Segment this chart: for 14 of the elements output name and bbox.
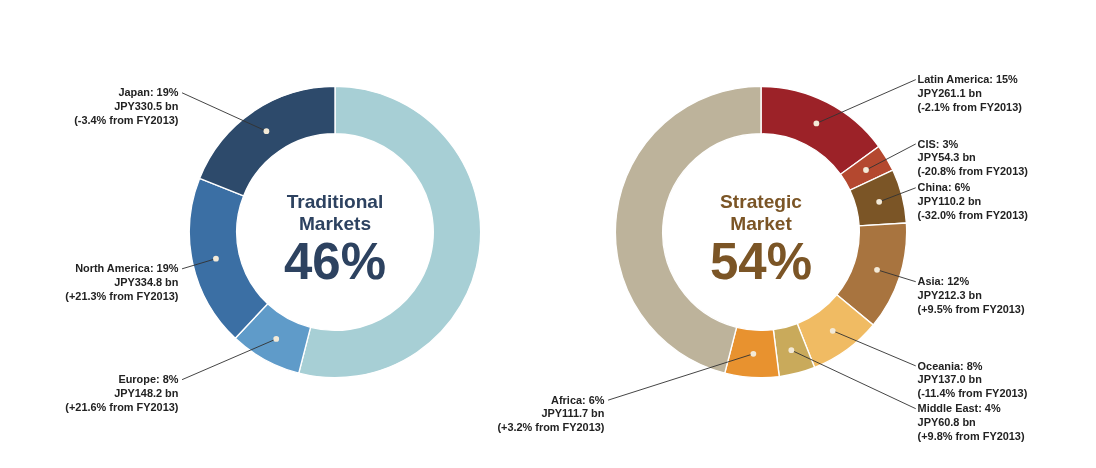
data-label: Asia: 12% JPY212.3 bn (+9.5% from FY2013) — [917, 275, 1025, 315]
text: Strategic Market — [720, 191, 803, 235]
data-label: Africa: 6% JPY111.7 bn (+3.2% from FY2013) — [497, 393, 605, 434]
data-label: Oceania: 8% JPY137.0 bn (-11.4% from FY2013) — [917, 359, 1028, 399]
text: 54% — [710, 232, 813, 290]
data-label: CIS: 3% JPY54.3 bn (-20.8% from FY2013) — [917, 137, 1029, 177]
data-label: North America: 19% JPY334.8 bn (+21.3% from FY2013) — [65, 262, 179, 302]
data-label: China: 6% JPY110.2 bn (-32.0% from FY2013) — [917, 181, 1029, 221]
text: Traditional Markets — [286, 191, 384, 235]
data-label: Latin America: 15% JPY261.1 bn (-2.1% from FY2013) — [917, 73, 1023, 113]
data-label: Japan: 19% JPY330.5 bn (-3.4% from FY2013) — [74, 86, 179, 126]
data-label: Middle East: 4% JPY60.8 bn (+9.8% from FY2013) — [917, 402, 1025, 442]
text: 46% — [283, 232, 386, 290]
data-label: Europe: 8% JPY148.2 bn (+21.6% from FY2013) — [65, 373, 179, 413]
